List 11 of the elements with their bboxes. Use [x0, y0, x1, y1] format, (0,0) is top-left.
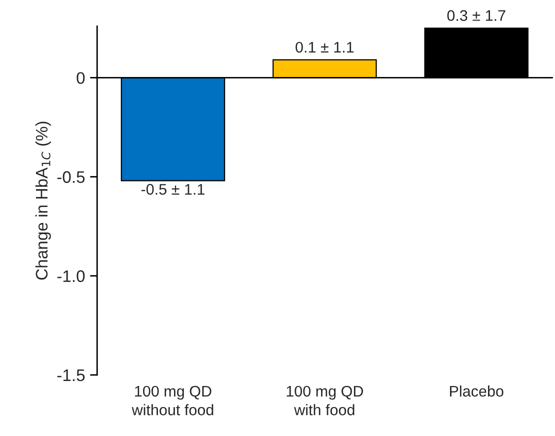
x-tick-label: Placebo: [450, 385, 504, 397]
x-tick-label: 100 mg QD with food: [286, 386, 364, 416]
y-tick-label: -0.5: [57, 171, 85, 183]
y-tick-label: 0: [76, 72, 85, 84]
data-label: -0.5 ± 1.1: [141, 184, 204, 195]
y-tick-label: -1.0: [57, 270, 85, 282]
x-tick-label: 100 mg QD without food: [132, 386, 214, 416]
y-axis-title: Change in HbA$_{1C}$ (%): [35, 122, 51, 280]
data-label: 0.3 ± 1.7: [447, 10, 506, 21]
y-tick-label: -1.5: [57, 370, 85, 382]
data-label: 0.1 ± 1.1: [296, 42, 354, 53]
